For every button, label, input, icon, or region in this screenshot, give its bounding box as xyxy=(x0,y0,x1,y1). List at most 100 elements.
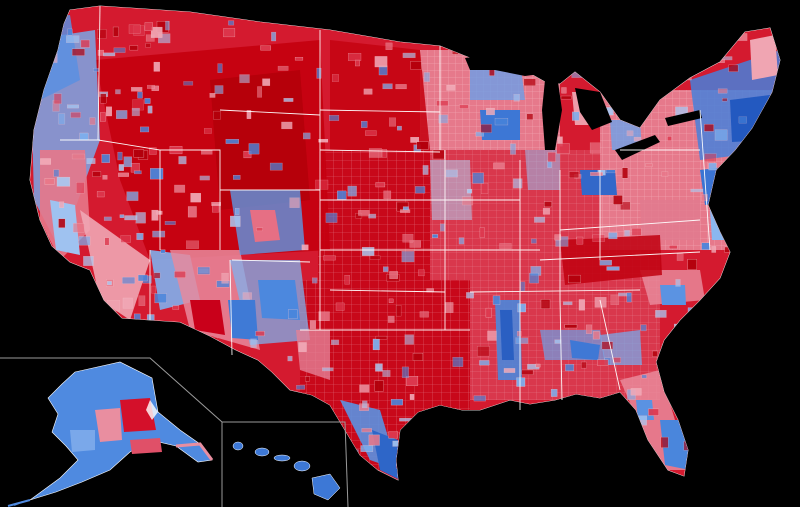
county-patch xyxy=(523,78,536,86)
county-patch xyxy=(375,335,388,340)
lake-michigan xyxy=(542,80,562,150)
county-patch xyxy=(708,381,714,391)
county-patch xyxy=(708,162,717,171)
county-patch xyxy=(388,431,399,439)
county-patch xyxy=(713,287,721,294)
county-patch xyxy=(120,235,131,243)
county-patch xyxy=(634,33,640,45)
county-patch xyxy=(440,223,445,232)
county-patch xyxy=(738,116,747,124)
county-patch xyxy=(704,20,712,27)
county-patch xyxy=(419,311,429,318)
county-patch xyxy=(303,132,311,140)
county-patch xyxy=(578,299,585,311)
county-patch xyxy=(230,215,241,227)
county-patch xyxy=(622,167,629,179)
county-patch xyxy=(382,369,391,377)
county-patch xyxy=(459,104,469,109)
county-patch xyxy=(527,29,540,33)
county-patch xyxy=(626,130,634,137)
county-patch xyxy=(445,169,458,178)
county-patch xyxy=(284,407,296,413)
county-patch xyxy=(71,153,86,160)
county-patch xyxy=(289,197,300,208)
county-patch xyxy=(402,206,409,211)
county-patch xyxy=(149,147,157,155)
county-patch xyxy=(201,150,213,155)
county-patch xyxy=(225,139,239,144)
county-patch xyxy=(255,331,265,337)
county-patch xyxy=(344,275,350,285)
county-patch xyxy=(65,300,71,307)
county-patch xyxy=(731,348,744,358)
county-patch xyxy=(544,201,552,208)
county-patch xyxy=(395,84,407,90)
county-patch xyxy=(619,105,627,113)
county-patch xyxy=(694,446,703,452)
county-patch xyxy=(704,153,717,163)
county-patch xyxy=(624,230,630,237)
alaska xyxy=(7,361,214,507)
county-patch xyxy=(150,26,163,38)
county-patch xyxy=(181,372,191,383)
county-patch xyxy=(113,47,126,53)
county-patch xyxy=(199,175,210,181)
county-patch xyxy=(590,172,603,176)
lake-erie xyxy=(615,135,660,160)
county-patch xyxy=(317,404,329,414)
county-patch xyxy=(585,46,591,53)
county-patch xyxy=(332,74,339,82)
county-patch xyxy=(572,111,580,121)
county-patch xyxy=(401,251,415,263)
county-patch xyxy=(126,191,139,201)
county-patch xyxy=(499,243,512,250)
county-patch xyxy=(540,404,551,413)
county-patch xyxy=(67,28,73,36)
county-patch xyxy=(361,428,372,433)
county-patch xyxy=(402,233,414,243)
county-patch xyxy=(130,363,137,367)
county-patch xyxy=(668,245,678,250)
county-patch xyxy=(147,84,155,89)
county-patch xyxy=(463,410,470,417)
county-patch xyxy=(131,87,143,92)
county-patch xyxy=(291,441,300,451)
county-patch xyxy=(145,43,151,48)
county-patch xyxy=(128,340,141,344)
county-patch xyxy=(521,369,534,375)
county-patch xyxy=(472,39,480,49)
county-patch xyxy=(473,395,486,402)
county-patch xyxy=(137,274,148,282)
county-patch xyxy=(67,104,79,109)
county-patch xyxy=(103,52,116,57)
county-patch xyxy=(118,164,124,171)
county-patch xyxy=(568,274,581,284)
county-patch xyxy=(288,309,298,319)
county-patch xyxy=(172,305,180,310)
county-patch xyxy=(725,181,736,193)
county-patch xyxy=(137,91,143,99)
county-patch xyxy=(535,363,541,368)
county-patch xyxy=(592,331,600,340)
county-patch xyxy=(144,22,153,31)
county-patch xyxy=(378,65,388,76)
county-patch xyxy=(97,29,107,39)
county-patch xyxy=(390,399,403,406)
county-patch xyxy=(620,201,631,211)
county-patch xyxy=(711,246,717,253)
county-patch xyxy=(312,277,318,284)
county-patch xyxy=(574,22,587,33)
county-patch xyxy=(131,107,140,117)
county-patch xyxy=(640,65,654,76)
county-patch xyxy=(154,293,167,304)
county-patch xyxy=(402,52,416,58)
county-patch xyxy=(118,172,129,177)
county-patch xyxy=(92,171,102,177)
county-patch xyxy=(487,330,497,341)
county-patch xyxy=(83,256,94,266)
county-patch xyxy=(597,359,609,366)
county-patch xyxy=(432,234,439,238)
county-patch xyxy=(715,177,721,182)
county-patch xyxy=(561,87,567,94)
